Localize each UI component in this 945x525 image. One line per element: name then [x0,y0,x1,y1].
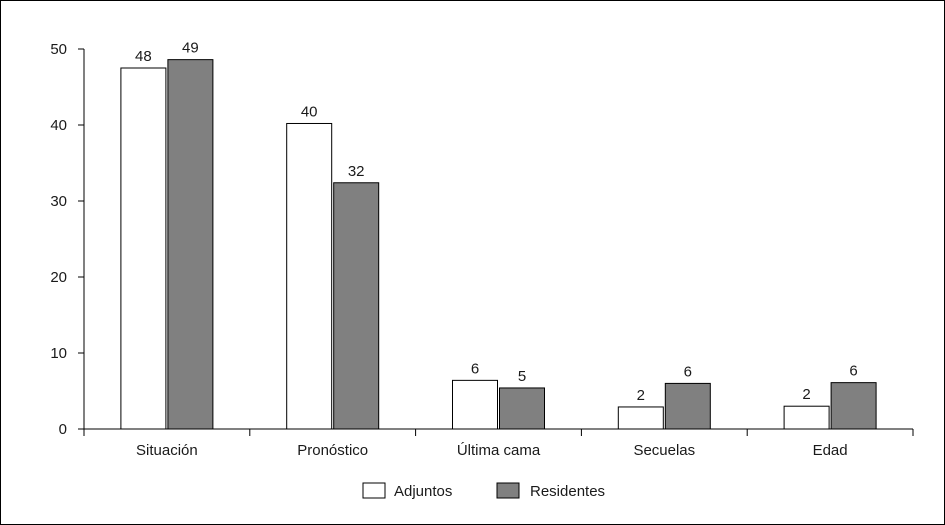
x-tick-label: Secuelas [633,442,695,459]
data-label: 40 [301,103,318,120]
y-tick-label: 40 [50,117,67,134]
data-label: 2 [802,386,810,403]
bar-residentes [333,182,380,430]
data-label: 49 [182,40,199,57]
x-tick-label: Última cama [457,442,541,459]
bar-residentes [830,382,877,430]
bar-adjuntos [452,379,498,430]
x-tick-label: Pronóstico [297,442,368,459]
data-label: 5 [518,368,526,385]
data-label: 6 [471,360,479,377]
bar-adjuntos [783,405,830,430]
data-label: 2 [637,387,645,404]
bar-adjuntos [617,406,664,430]
bar-residentes [499,387,545,430]
y-tick-label: 10 [50,345,67,362]
bar-residentes [664,382,711,430]
data-label: 48 [135,48,152,65]
y-tick-label: 0 [59,421,67,438]
y-tick-label: 20 [50,269,67,286]
bar-adjuntos [120,67,167,430]
x-tick-label: Situación [136,442,198,459]
legend-swatch-adjuntos [362,482,386,499]
data-label: 6 [684,363,692,380]
y-tick-label: 50 [50,41,67,58]
data-label: 6 [849,363,857,380]
legend-label: Residentes [530,483,605,500]
legend-label: Adjuntos [394,483,452,500]
bar-adjuntos [286,122,333,430]
legend-swatch-residentes [496,482,520,499]
y-tick-label: 30 [50,193,67,210]
x-tick-label: Edad [813,442,848,459]
data-label: 32 [348,163,365,180]
bar-residentes [167,59,214,430]
